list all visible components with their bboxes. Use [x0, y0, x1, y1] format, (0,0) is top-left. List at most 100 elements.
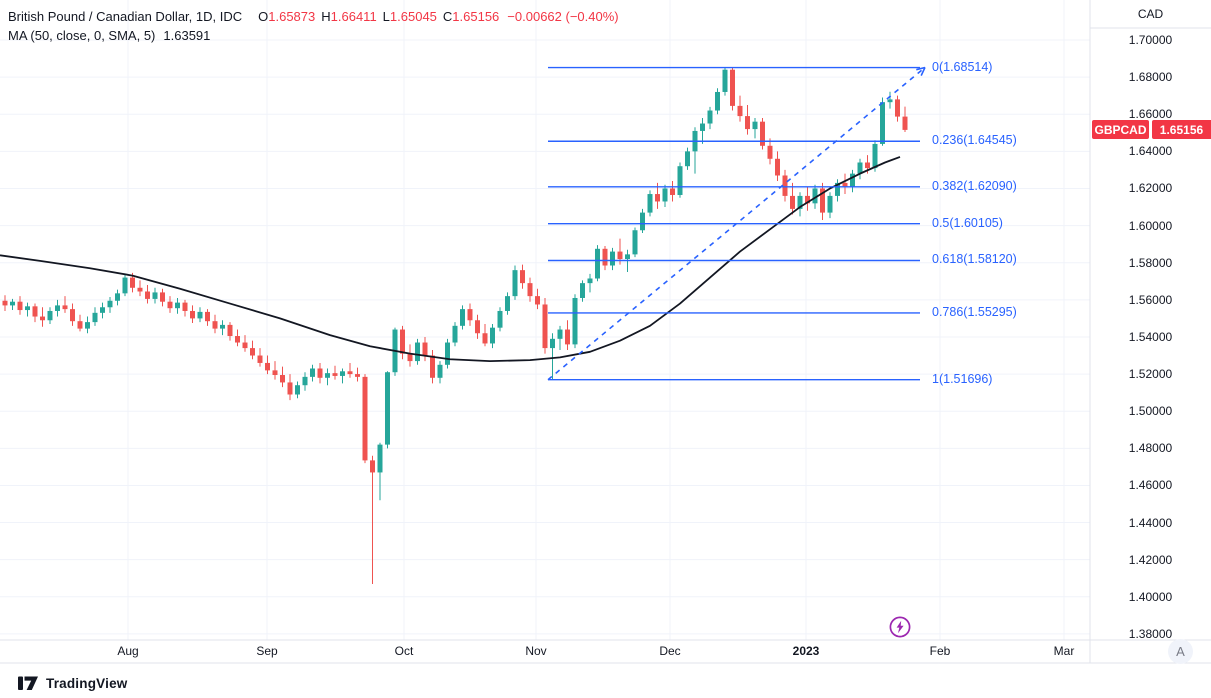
candle — [160, 292, 165, 302]
price-axis-label: 1.60000 — [1128, 218, 1173, 233]
candle — [460, 309, 465, 326]
candle — [295, 385, 300, 395]
price-axis-label: 1.66000 — [1128, 107, 1173, 122]
candle — [745, 116, 750, 130]
tradingview-logo-icon — [18, 676, 38, 690]
candle — [872, 143, 878, 169]
candle — [287, 382, 293, 395]
price-axis-label: 1.54000 — [1128, 329, 1173, 344]
candle — [265, 362, 270, 371]
candle — [17, 301, 23, 311]
candle — [452, 325, 458, 343]
candle — [580, 283, 585, 298]
open-value: 1.65873 — [268, 9, 316, 24]
time-axis-label: Dec — [659, 644, 681, 658]
candle — [760, 121, 765, 146]
trend-line-arrowhead — [920, 67, 926, 76]
candle — [197, 311, 203, 319]
candle — [662, 188, 668, 202]
time-axis[interactable]: Aug Sep Oct Nov Dec 2023 Feb Mar — [0, 640, 1090, 663]
price-axis[interactable]: CAD 1.70000 1.68000 1.66000 1.64000 1.62000 1… — [1090, 0, 1211, 664]
price-axis-label: 1.44000 — [1128, 515, 1173, 530]
candle — [137, 287, 143, 292]
price-axis-label: 1.50000 — [1128, 404, 1173, 419]
candle — [145, 291, 150, 299]
candle — [632, 230, 638, 255]
candle — [865, 162, 870, 169]
candle — [355, 374, 360, 377]
fib-level-label: 0.5(1.60105) — [932, 215, 1003, 230]
candle — [835, 182, 840, 196]
low-value: 1.65045 — [389, 9, 437, 24]
candle — [625, 254, 630, 260]
price-axis-label: 1.68000 — [1128, 70, 1173, 85]
candle — [25, 306, 30, 311]
high-value: 1.66411 — [330, 9, 377, 24]
candle — [205, 311, 210, 322]
candle — [77, 321, 83, 329]
auto-scale-button[interactable]: A — [1168, 639, 1193, 664]
candle — [422, 342, 428, 356]
candle — [857, 162, 863, 174]
candle — [235, 336, 240, 343]
candle — [115, 293, 120, 301]
tradingview-branding[interactable]: TradingView — [18, 676, 127, 691]
fib-level-label: 0.618(1.58120) — [932, 252, 1017, 267]
candle — [242, 342, 248, 349]
candle — [775, 158, 780, 176]
symbol-badge: GBPCAD — [1092, 120, 1149, 139]
time-axis-label: 2023 — [792, 644, 820, 658]
candle — [527, 283, 533, 297]
time-axis-label: Mar — [1053, 644, 1075, 658]
candle — [482, 333, 488, 344]
candle — [227, 324, 233, 337]
candle — [272, 370, 278, 376]
candle — [557, 329, 563, 339]
candle — [100, 307, 105, 313]
candle — [490, 327, 495, 344]
candle — [325, 373, 330, 378]
candle — [347, 371, 353, 375]
candle — [542, 304, 548, 349]
candle — [220, 324, 225, 329]
low-label: L — [382, 9, 390, 24]
candle — [842, 182, 848, 187]
candle — [152, 292, 158, 299]
indicator-legend-row[interactable]: MA (50, close, 0, SMA, 5) 1.63591 — [8, 27, 619, 44]
candle — [430, 355, 435, 378]
candle — [497, 310, 503, 328]
candle — [707, 110, 713, 124]
price-axis-label: 1.52000 — [1128, 367, 1173, 382]
fib-level-label: 0.236(1.64545) — [932, 133, 1017, 148]
candle — [182, 302, 188, 311]
candle — [565, 329, 570, 345]
price-axis-label: 1.70000 — [1128, 33, 1173, 47]
candle — [107, 300, 113, 308]
price-axis-label: 1.58000 — [1128, 255, 1173, 270]
candle — [310, 368, 315, 377]
candle — [722, 69, 728, 92]
candle — [370, 460, 375, 473]
lightning-marker-icon[interactable] — [889, 616, 911, 638]
trend-line — [547, 66, 926, 381]
candle — [730, 69, 735, 106]
candle — [610, 251, 615, 266]
open-label: O — [258, 9, 269, 24]
candle — [797, 195, 803, 209]
candle — [475, 320, 480, 334]
candle — [10, 301, 15, 306]
candle — [887, 99, 893, 103]
candle — [85, 322, 90, 329]
symbol-legend-row[interactable]: British Pound / Canadian Dollar, 1D, IDC… — [8, 8, 619, 25]
chart-legend: British Pound / Canadian Dollar, 1D, IDC… — [8, 8, 619, 44]
candle — [812, 188, 818, 204]
symbol-title[interactable]: British Pound / Canadian Dollar, 1D, IDC — [8, 9, 243, 24]
candle — [790, 195, 795, 209]
candle — [190, 310, 195, 319]
candle — [587, 278, 593, 284]
price-axis-label: 1.42000 — [1128, 552, 1173, 567]
fib-level-label: 1(1.51696) — [932, 371, 993, 386]
axis-currency-label: CAD — [1137, 7, 1164, 21]
ma-indicator-title[interactable]: MA (50, close, 0, SMA, 5) — [8, 28, 156, 43]
